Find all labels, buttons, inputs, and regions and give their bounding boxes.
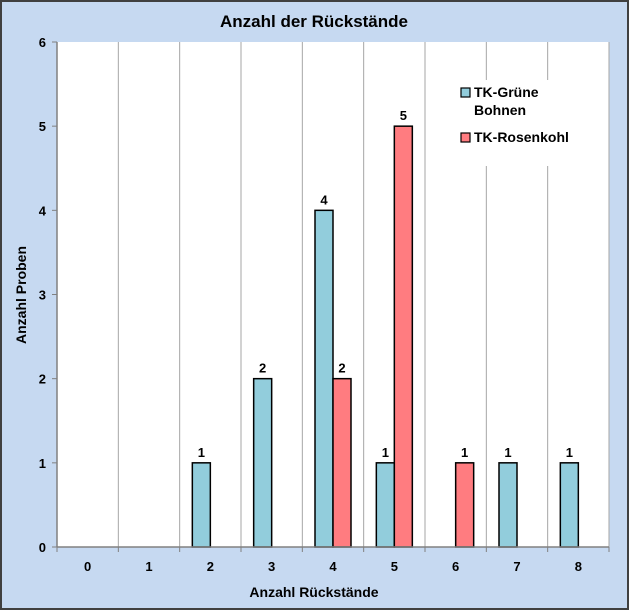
y-tick-label: 3 [39,288,46,303]
x-axis-label: Anzahl Rückstände [249,584,378,600]
data-label: 1 [566,445,573,460]
x-tick-label: 3 [268,559,275,574]
data-label: 4 [320,192,328,207]
x-tick-label: 0 [84,559,91,574]
data-label: 1 [504,445,511,460]
x-tick-label: 2 [207,559,214,574]
x-tick-label: 5 [391,559,398,574]
legend-swatch [460,132,471,143]
legend-label: Bohnen [474,102,526,118]
data-label: 1 [198,445,205,460]
y-tick-label: 1 [39,456,46,471]
y-tick-label: 6 [39,35,46,50]
chart-title: Anzahl der Rückstände [220,12,408,31]
legend: TK-Grüne Bohnen TK-Rosenkohl [452,80,592,166]
y-tick-label: 0 [39,540,46,555]
legend-box [452,80,592,166]
y-tick-label: 4 [39,203,47,218]
x-tick-label: 8 [575,559,582,574]
data-label: 2 [338,361,345,376]
x-tick-label: 7 [513,559,520,574]
bar-rosenkohl [332,377,352,548]
data-label: 1 [382,445,389,460]
bar-gruene-bohnen [375,462,396,548]
y-tick-label: 5 [39,119,46,134]
y-tick-label: 2 [39,372,46,387]
bar-rosenkohl [454,462,475,548]
bar-gruene-bohnen [252,377,273,548]
bar-gruene-bohnen [498,462,518,548]
x-tick-label: 6 [452,559,459,574]
bar-gruene-bohnen [314,209,334,548]
legend-label: TK-Grüne [474,84,539,100]
data-label: 1 [461,445,468,460]
data-label: 2 [259,361,266,376]
y-axis-label: Anzahl Proben [13,246,29,344]
legend-label: TK-Rosenkohl [474,129,569,145]
bar-rosenkohl [393,125,414,548]
x-tick-label: 4 [329,559,337,574]
x-tick-label: 1 [145,559,152,574]
legend-swatch [460,87,471,98]
data-label: 5 [400,108,407,123]
bar-gruene-bohnen [559,462,580,548]
bar-gruene-bohnen [191,462,212,548]
